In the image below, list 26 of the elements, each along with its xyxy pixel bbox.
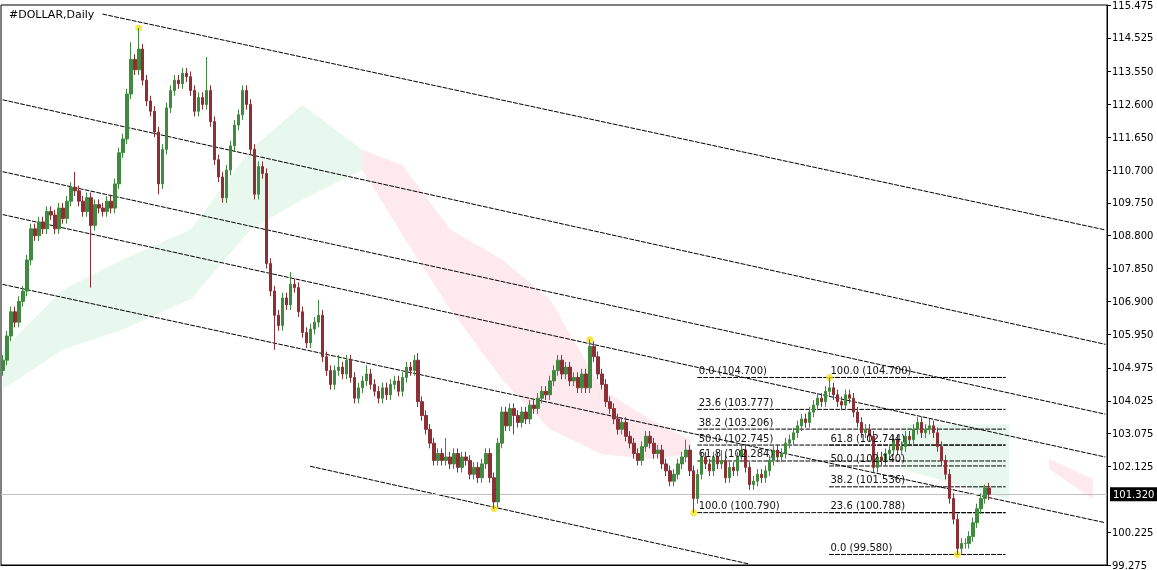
series-label: 23.6 (100.788) [830,500,906,512]
series-label: 0.0 (99.580) [830,541,893,553]
y-tick-label: 109.750 [1112,197,1154,209]
series-label: 100.0 (104.700) [830,364,912,376]
y-tick-label: 104.975 [1112,362,1154,374]
y-tick-label: 104.025 [1112,395,1154,407]
y-tick-label: 106.900 [1112,295,1154,307]
y-tick-label: 102.125 [1112,460,1154,472]
y-tick-label: 105.950 [1112,328,1154,340]
y-tick-label: 112.600 [1112,98,1154,110]
y-tick-label: 108.800 [1112,230,1154,242]
ref-line-label: 101.320 [1113,488,1155,500]
chart-title: #DOLLAR,Daily [9,8,95,21]
y-tick-label: 107.850 [1112,263,1154,275]
y-tick-label: 114.525 [1112,32,1154,44]
y-tick-label: 100.225 [1112,526,1154,538]
y-tick-label: 111.650 [1112,131,1154,143]
y-tick-label: 103.075 [1112,428,1154,440]
y-tick-label: 110.700 [1112,164,1154,176]
y-tick-label: 99.275 [1112,559,1147,570]
series-label: 38.2 (103.206) [698,416,774,428]
series-label: 23.6 (103.777) [698,396,774,408]
y-tick-label: 115.475 [1112,0,1154,11]
series-label: 100.0 (100.790) [698,500,780,512]
series-label: 38.2 (101.536) [830,474,906,486]
y-tick-label: 113.550 [1112,66,1154,78]
